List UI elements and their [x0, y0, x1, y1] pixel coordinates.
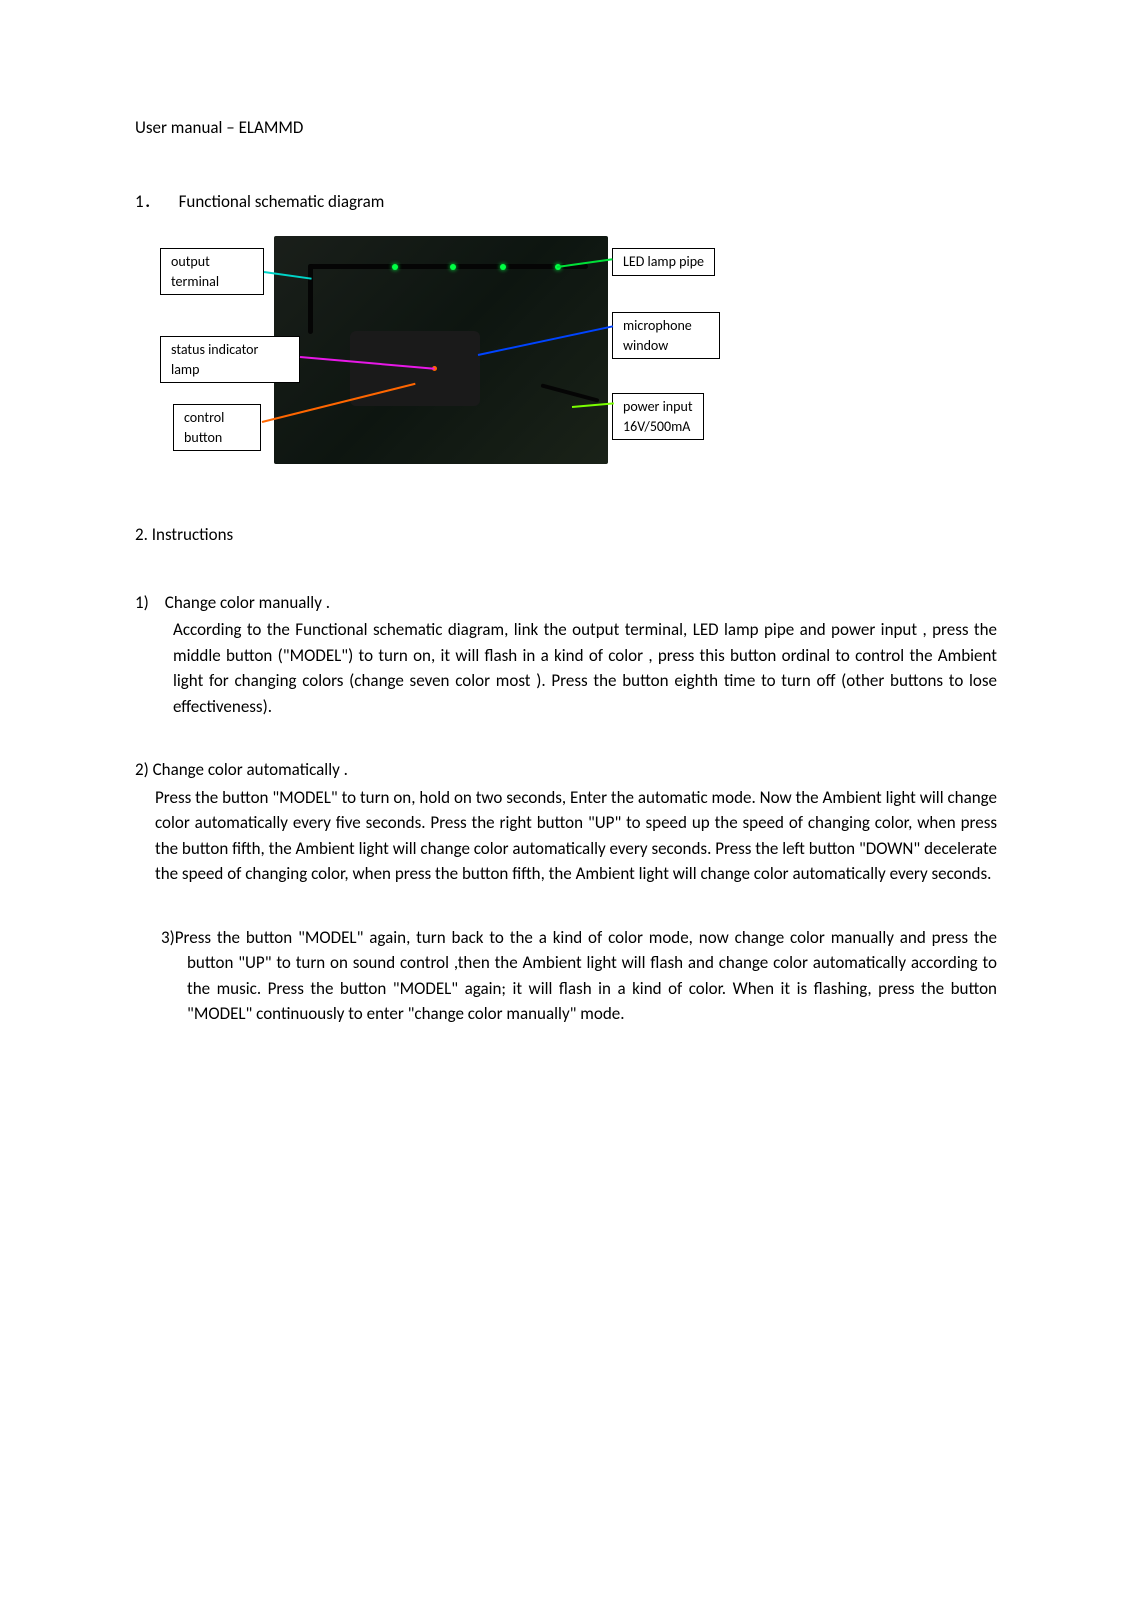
- schematic-diagram: output terminal LED lamp pipe status ind…: [160, 236, 720, 464]
- callout-output-terminal: output terminal: [160, 248, 264, 295]
- led-dot-3: [500, 264, 506, 270]
- instruction-1-lead: 1) Change color manually .: [135, 590, 997, 616]
- instruction-3: 3)Press the button "MODEL" again, turn b…: [135, 925, 997, 1027]
- callout-power-input: power input 16V/500mA: [612, 393, 704, 440]
- section-1-heading: 1． Functional schematic diagram: [135, 189, 997, 215]
- callout-status-indicator: status indicator lamp: [160, 336, 300, 383]
- instruction-1-number: 1): [135, 590, 149, 616]
- instruction-3-body: 3)Press the button "MODEL" again, turn b…: [161, 925, 997, 1027]
- instruction-1-title: Change color manually .: [165, 590, 330, 616]
- instruction-1-body: According to the Functional schematic di…: [173, 617, 997, 719]
- led-dot-1: [392, 264, 398, 270]
- instruction-2: 2) Change color automatically . Press th…: [135, 757, 997, 887]
- section-1-number: 1．: [135, 189, 161, 215]
- callout-control-button: control button: [173, 404, 261, 451]
- callout-led-lamp-pipe: LED lamp pipe: [612, 248, 715, 276]
- diagram-cable-top: [308, 264, 588, 269]
- diagram-cable-left: [308, 264, 313, 334]
- section-2-heading: 2. Instructions: [135, 522, 997, 548]
- instruction-2-lead: 2) Change color automatically .: [135, 757, 997, 783]
- section-1-text: Functional schematic diagram: [179, 189, 385, 215]
- callout-microphone-window: microphone window: [612, 312, 720, 359]
- instruction-2-body: Press the button "MODEL" to turn on, hol…: [155, 785, 997, 887]
- instruction-1: 1) Change color manually . According to …: [135, 590, 997, 720]
- document-title: User manual – ELAMMD: [135, 115, 997, 141]
- led-dot-2: [450, 264, 456, 270]
